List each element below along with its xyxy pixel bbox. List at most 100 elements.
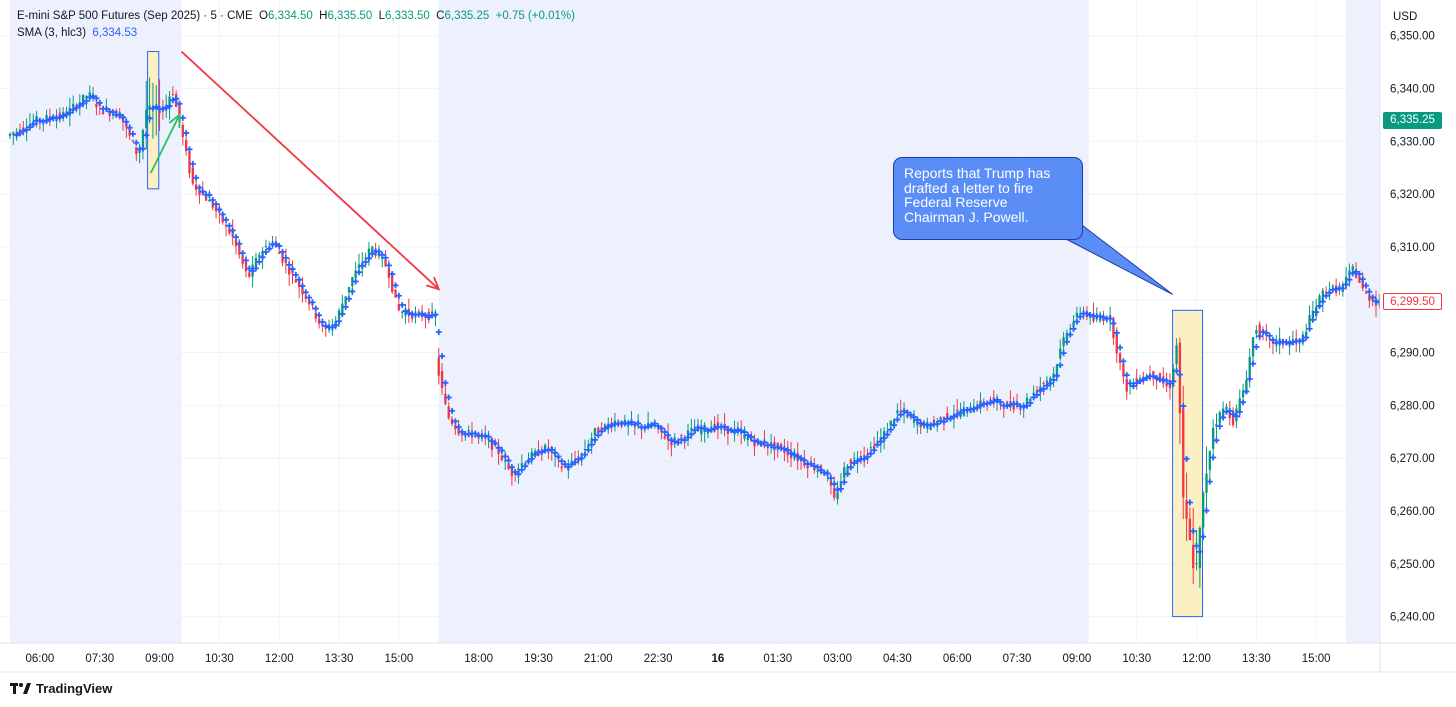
candle-body	[839, 481, 843, 487]
candle-body	[71, 104, 75, 107]
sma-marker	[459, 428, 466, 435]
candle-body	[128, 127, 131, 136]
sma-marker	[1127, 380, 1134, 387]
candle-body	[829, 480, 833, 486]
candle-body	[297, 279, 301, 288]
sma-marker	[176, 100, 183, 107]
x-tick-label: 09:00	[145, 653, 174, 665]
x-tick-label: 15:00	[384, 653, 413, 665]
sma-marker	[721, 423, 728, 430]
currency-label[interactable]: USD	[1393, 11, 1418, 23]
sma-marker	[538, 449, 545, 456]
y-tick-label: 6,290.00	[1390, 348, 1435, 360]
sma-marker	[166, 103, 173, 110]
sma-marker	[977, 402, 984, 409]
sma-marker	[302, 289, 309, 296]
candle-body	[85, 96, 88, 98]
sma-marker	[209, 197, 216, 204]
sma-marker	[126, 124, 133, 131]
candle-body	[1361, 280, 1364, 289]
sma-marker	[1073, 318, 1080, 325]
sma-marker	[349, 288, 356, 295]
sma-marker	[1230, 411, 1237, 418]
sma-marker	[927, 422, 934, 429]
sma-marker	[761, 439, 768, 446]
y-tick-label: 6,320.00	[1390, 189, 1435, 201]
news-annotation[interactable]: Reports that Trump has drafted a letter …	[893, 157, 1083, 240]
sma-marker	[1266, 332, 1273, 339]
candle-body	[500, 455, 504, 461]
candle-body	[1025, 397, 1029, 404]
sma-marker	[1256, 333, 1263, 340]
symbol-header[interactable]: E-mini S&P 500 Futures (Sep 2025) · 5 · …	[17, 10, 575, 22]
sma-marker	[1027, 399, 1034, 406]
candle-body	[1211, 427, 1215, 449]
sma-marker	[528, 455, 535, 462]
x-tick-label: 09:00	[1062, 653, 1091, 665]
candle-body	[504, 460, 507, 462]
sma-legend[interactable]: SMA (3, hlc3) 6,334.53	[17, 27, 137, 39]
sma-marker	[851, 460, 858, 467]
tradingview-logo[interactable]: TradingView	[10, 681, 112, 696]
candle-body	[1331, 285, 1334, 287]
candle-body	[1368, 294, 1371, 301]
candle-body	[1245, 380, 1248, 394]
sma-marker	[562, 461, 569, 468]
sma-marker	[173, 95, 180, 102]
sma-marker	[1286, 340, 1293, 347]
sma-marker	[1180, 403, 1187, 410]
candle-body	[912, 420, 916, 423]
sma-marker	[681, 437, 688, 444]
sma-marker	[282, 254, 289, 261]
candle-body	[1231, 411, 1235, 426]
sma-marker	[595, 432, 602, 439]
sma-marker	[1363, 282, 1370, 289]
candle-body	[341, 303, 344, 316]
sma-marker	[731, 428, 738, 435]
sma-marker	[655, 423, 662, 430]
y-tick-label: 6,240.00	[1390, 612, 1435, 624]
candle-body	[1228, 410, 1231, 419]
candle-body	[317, 318, 321, 324]
candle-body	[221, 213, 224, 223]
sma-marker	[685, 434, 692, 441]
candle-body	[1324, 291, 1328, 293]
x-tick-label: 13:30	[325, 653, 354, 665]
sma-marker	[149, 105, 156, 112]
candle-body	[381, 257, 384, 259]
candle-body	[204, 195, 208, 201]
sma-marker	[801, 457, 808, 464]
sma-marker	[1210, 454, 1217, 461]
candle-body	[288, 267, 291, 275]
candle-body	[145, 109, 148, 129]
sma-marker	[93, 95, 100, 102]
candle-body	[700, 428, 703, 435]
sma-marker	[352, 278, 359, 285]
sma-marker	[751, 437, 758, 444]
sma-marker	[754, 438, 761, 445]
sma-marker	[435, 329, 442, 336]
sma-marker	[189, 160, 196, 167]
candle-body	[8, 133, 12, 137]
sma-marker	[548, 446, 555, 453]
candle-body	[1238, 398, 1241, 413]
candle-body	[1182, 408, 1185, 498]
sma-marker	[821, 469, 828, 476]
candle-body	[956, 409, 959, 411]
sma-marker	[1120, 358, 1127, 365]
candle-body	[869, 447, 872, 449]
sma-marker	[565, 463, 572, 470]
candle-body	[1098, 318, 1102, 321]
candle-body	[603, 424, 607, 426]
sma-marker	[525, 458, 532, 465]
candle-body	[1005, 401, 1009, 403]
grid-lines	[0, 0, 1380, 643]
candle-body	[889, 420, 892, 426]
sma-marker	[515, 471, 522, 478]
sma-marker	[1253, 343, 1260, 350]
candle-body	[430, 311, 434, 313]
sma-marker	[498, 447, 505, 454]
x-tick-label: 21:00	[584, 653, 613, 665]
candle-body	[1172, 368, 1175, 387]
